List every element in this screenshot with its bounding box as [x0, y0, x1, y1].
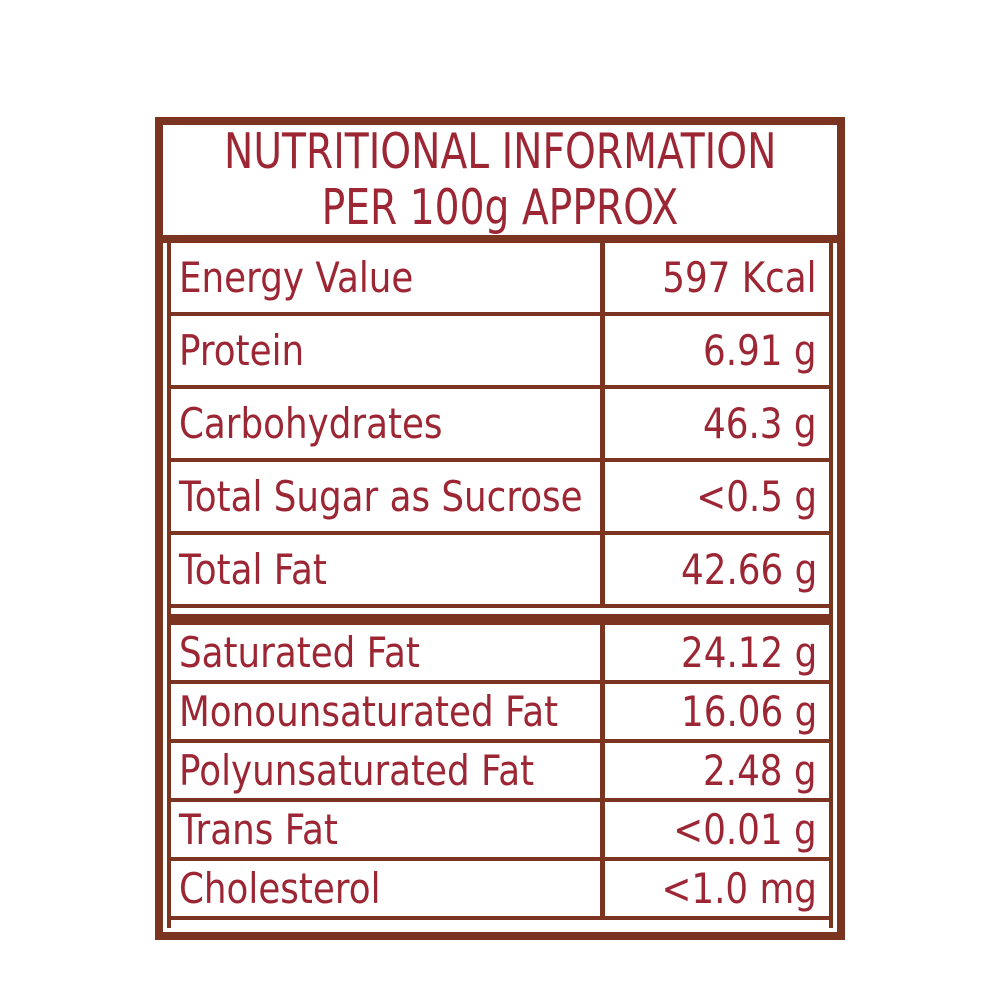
nutrient-name: Saturated Fat [179, 627, 420, 677]
nutrient-value-cell: <1.0 mg [605, 861, 829, 916]
nutrient-name: Protein [179, 325, 305, 375]
nutrient-name: Polyunsaturated Fat [179, 745, 535, 795]
panel-title-line-2: PER 100g APPROX [321, 179, 679, 236]
nutrient-name: Trans Fat [179, 804, 338, 854]
nutrient-name-cell: Energy Value [171, 243, 605, 312]
nutrient-name-cell: Total Fat [171, 535, 605, 604]
fat-breakdown-section: Saturated Fat 24.12 g Monounsaturated Fa… [171, 625, 829, 920]
nutrient-name-cell: Carbohydrates [171, 389, 605, 458]
nutrient-value: 42.66 g [680, 544, 817, 594]
table-row: Monounsaturated Fat 16.06 g [171, 684, 829, 743]
nutrient-value: <0.01 g [673, 804, 817, 854]
nutrient-value: 6.91 g [703, 325, 817, 375]
table-row: Saturated Fat 24.12 g [171, 625, 829, 684]
table-row: Total Fat 42.66 g [171, 535, 829, 608]
nutrient-value: <0.5 g [696, 471, 817, 521]
table-row: Trans Fat <0.01 g [171, 802, 829, 861]
nutrients-table: Energy Value 597 Kcal Protein 6.91 g Car… [167, 243, 833, 928]
nutrient-value-cell: 2.48 g [605, 743, 829, 798]
nutrient-name-cell: Total Sugar as Sucrose [171, 462, 605, 531]
nutrient-value: <1.0 mg [661, 863, 817, 913]
table-row: Energy Value 597 Kcal [171, 243, 829, 316]
table-row: Polyunsaturated Fat 2.48 g [171, 743, 829, 802]
macro-nutrients-section: Energy Value 597 Kcal Protein 6.91 g Car… [171, 243, 829, 608]
table-row: Carbohydrates 46.3 g [171, 389, 829, 462]
nutrient-name: Cholesterol [179, 863, 381, 913]
nutrient-value: 46.3 g [703, 398, 817, 448]
nutrient-name-cell: Protein [171, 316, 605, 385]
section-divider [171, 614, 829, 625]
nutrient-value-cell: 42.66 g [605, 535, 829, 604]
nutrient-value-cell: 46.3 g [605, 389, 829, 458]
nutrient-name: Total Fat [179, 544, 327, 594]
nutrient-value: 2.48 g [703, 745, 817, 795]
nutrient-value: 24.12 g [680, 627, 817, 677]
nutrient-name-cell: Polyunsaturated Fat [171, 743, 605, 798]
nutrient-name: Carbohydrates [179, 398, 443, 448]
table-row: Protein 6.91 g [171, 316, 829, 389]
nutrient-value: 16.06 g [680, 686, 817, 736]
table-row: Cholesterol <1.0 mg [171, 861, 829, 920]
nutrition-facts-panel: NUTRITIONAL INFORMATION PER 100g APPROX … [155, 117, 845, 940]
nutrient-value-cell: 16.06 g [605, 684, 829, 739]
nutrient-value-cell: 24.12 g [605, 625, 829, 680]
nutrient-value-cell: 6.91 g [605, 316, 829, 385]
nutrient-name-cell: Trans Fat [171, 802, 605, 857]
nutrient-name: Energy Value [179, 252, 414, 302]
nutrient-value-cell: <0.01 g [605, 802, 829, 857]
nutrient-value: 597 Kcal [662, 252, 817, 302]
panel-title-line-1: NUTRITIONAL INFORMATION [223, 123, 777, 180]
nutrient-name-cell: Saturated Fat [171, 625, 605, 680]
nutrient-value-cell: <0.5 g [605, 462, 829, 531]
nutrient-name: Monounsaturated Fat [179, 686, 559, 736]
table-row: Total Sugar as Sucrose <0.5 g [171, 462, 829, 535]
nutrient-name-cell: Monounsaturated Fat [171, 684, 605, 739]
panel-title: NUTRITIONAL INFORMATION PER 100g APPROX [163, 125, 837, 243]
nutrient-value-cell: 597 Kcal [605, 243, 829, 312]
nutrient-name: Total Sugar as Sucrose [179, 471, 583, 521]
nutrient-name-cell: Cholesterol [171, 861, 605, 916]
